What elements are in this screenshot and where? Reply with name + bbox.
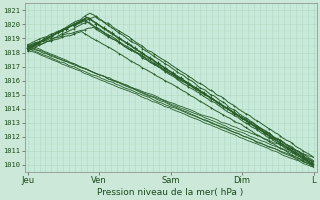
X-axis label: Pression niveau de la mer( hPa ): Pression niveau de la mer( hPa ) xyxy=(98,188,244,197)
